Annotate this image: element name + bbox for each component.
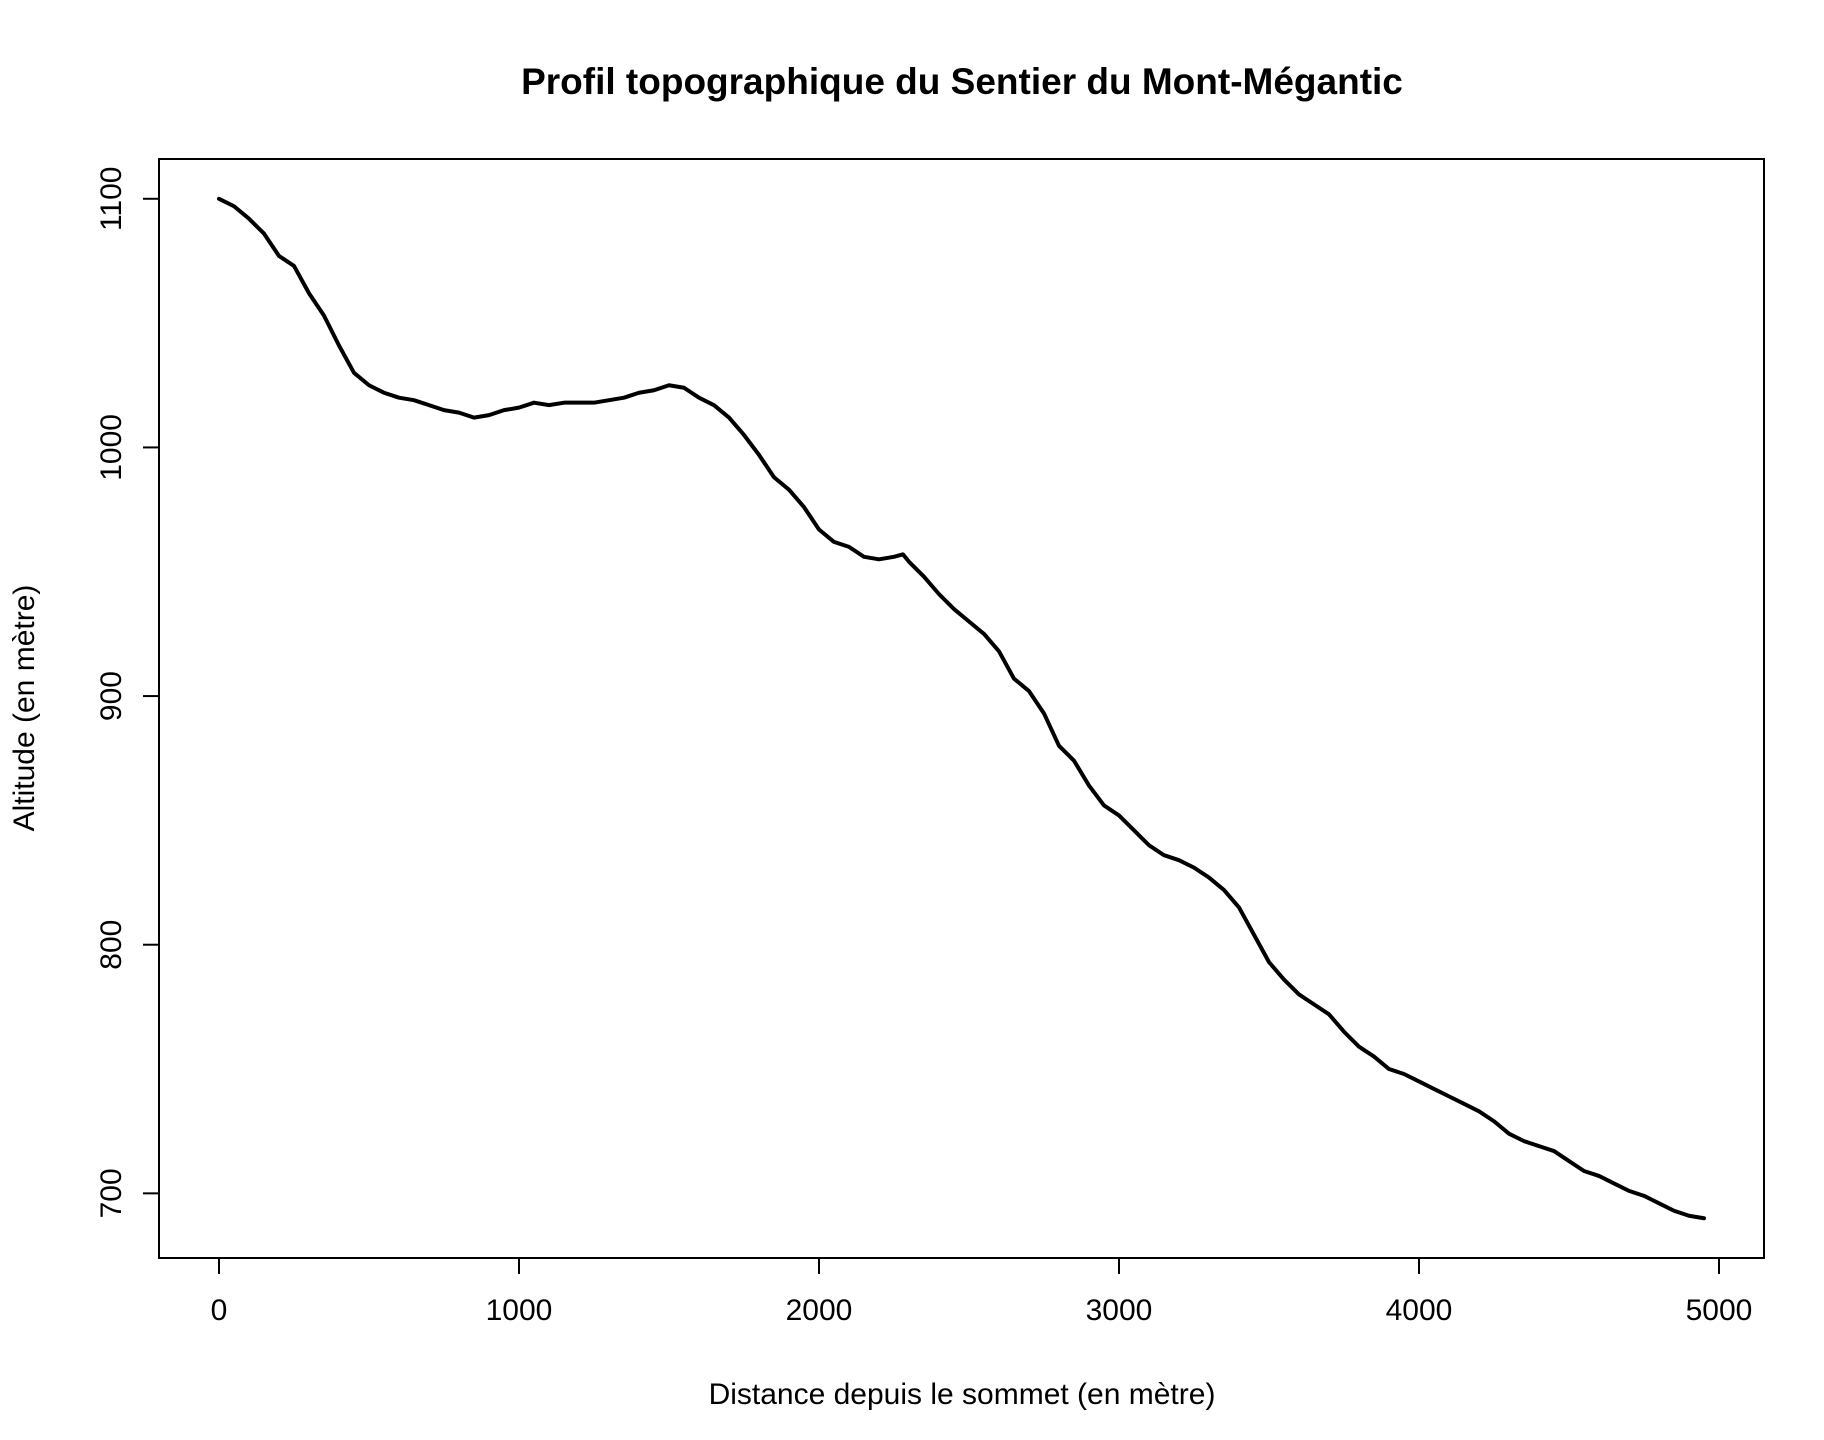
y-tick-label: 800	[95, 920, 128, 970]
x-tick-label: 3000	[1086, 1294, 1153, 1327]
y-axis-label: Altitude (en mètre)	[8, 585, 41, 832]
x-axis: 0 1000 2000 3000 4000 5000	[211, 1257, 1753, 1327]
x-tick-label: 2000	[786, 1294, 853, 1327]
x-tick-label: 5000	[1686, 1294, 1753, 1327]
y-axis: 700 800 900 1000 1100	[95, 167, 160, 1218]
plot-area	[158, 158, 1765, 1259]
x-axis-label: Distance depuis le sommet (en mètre)	[709, 1378, 1216, 1411]
x-tick-label: 4000	[1386, 1294, 1453, 1327]
x-tick-label: 0	[211, 1294, 228, 1327]
chart-title: Profil topographique du Sentier du Mont-…	[521, 61, 1403, 102]
y-tick-label: 900	[95, 671, 128, 721]
y-tick-label: 700	[95, 1168, 128, 1218]
x-tick-label: 1000	[486, 1294, 553, 1327]
y-tick-label: 1000	[95, 414, 128, 481]
altitude-profile-line	[217, 196, 1706, 1221]
y-tick-label: 1100	[95, 167, 128, 232]
